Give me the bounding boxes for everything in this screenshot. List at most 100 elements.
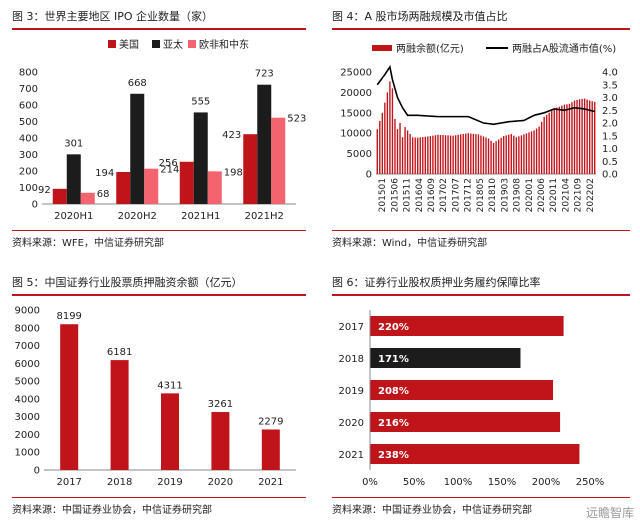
fig3-ytick: 600 [19, 101, 38, 112]
fig3-value-label: 68 [97, 189, 110, 200]
fig4-balance-bar [427, 136, 429, 174]
fig4-balance-bar [571, 102, 573, 174]
fig5-ytick: 0 [34, 466, 40, 477]
fig6-value-label: 220% [378, 322, 409, 333]
fig4-balance-bar [543, 116, 545, 174]
fig4-balance-bar [533, 130, 535, 174]
fig5-value-label: 3261 [208, 399, 233, 410]
fig4-balance-bar [391, 88, 394, 174]
fig4-balance-bar [386, 92, 389, 174]
fig4-ytick-right: 2.0 [602, 119, 618, 130]
fig5-source: 资料来源：中国证券业协会，中信证券研究部 [12, 505, 212, 516]
fig4-balance-bar [381, 112, 384, 174]
fig4-balance-bar [394, 118, 396, 174]
fig5-xtick: 2019 [157, 477, 182, 488]
fig4-balance-bar [497, 139, 500, 174]
fig4-balance-bar [480, 135, 482, 174]
fig6-bar-2017 [370, 316, 564, 336]
fig3-bar-2020H2-1 [130, 93, 145, 204]
fig4-xtick: 201506 [390, 178, 400, 213]
fig3-value-label: 668 [128, 78, 147, 89]
fig5-bar-2017 [60, 324, 79, 470]
fig4-xtick: 202202 [586, 178, 596, 212]
fig4-balance-bar [462, 134, 464, 174]
fig4-balance-bar [558, 106, 561, 174]
fig3-value-label: 256 [159, 158, 178, 169]
fig3-ytick: 300 [19, 150, 38, 161]
fig6-value-label: 208% [378, 386, 409, 397]
fig4-balance-bar [434, 135, 437, 174]
fig5-ytick: 8000 [15, 323, 40, 334]
fig3-title-rule [12, 28, 306, 30]
fig6-bar-2019 [370, 380, 554, 400]
fig6-value-label: 238% [378, 450, 409, 461]
fig4-xtick: 201805 [476, 178, 486, 212]
fig4-balance-bar [417, 137, 419, 174]
fig6-xtick: 100% [444, 477, 473, 488]
fig4-balance-bar [566, 104, 568, 174]
fig4-balance-bar [503, 136, 505, 174]
fig5-ytick: 7000 [15, 341, 40, 352]
fig4-balance-bar [467, 133, 469, 174]
fig5-title-rule [12, 294, 306, 296]
fig3-value-label: 301 [64, 138, 83, 149]
fig4-chart: 两融余额(亿元) 两融占A股流通市值(%) 0 5000 10000 15000 20000… [340, 42, 618, 213]
fig4-legend-label-bar: 两融余额(亿元) [396, 42, 464, 55]
fig4-ytick-left: 25000 [340, 68, 372, 79]
fig4-xtick: 201903 [500, 178, 510, 212]
fig4-ytick-right: 1.0 [602, 144, 618, 155]
fig5-ytick: 5000 [15, 377, 40, 388]
fig3-legend-label-2: 欧非和中东 [199, 38, 249, 51]
fig6-bar-2021 [370, 444, 580, 464]
fig4-balance-bar [487, 138, 490, 174]
fig4-balance-bar [573, 100, 576, 174]
fig4-ytick-left: 10000 [340, 129, 372, 140]
fig4-balance-bar [406, 130, 409, 174]
fig6-ytick: 2021 [339, 450, 364, 461]
fig6-xtick: 0% [362, 477, 378, 488]
fig4-balance-bar [457, 134, 459, 174]
fig4-source: 资料来源：Wind，中信证券研究部 [332, 238, 488, 249]
fig6-ytick: 2019 [339, 386, 364, 397]
fig4-xtick: 201604 [415, 178, 425, 213]
fig6-source: 资料来源：中国证券业协会，中信证券研究部 [332, 505, 532, 516]
fig4-balance-bar [530, 131, 533, 174]
fig5-xtick: 2017 [56, 477, 81, 488]
fig4-balance-bar [376, 129, 378, 174]
fig5-value-label: 8199 [56, 311, 81, 322]
fig4-balance-bar [472, 133, 475, 174]
fig3-legend-swatch-1 [152, 40, 160, 48]
fig6-panel: 图 6：证券行业股权质押业务履约保障比率 220% 2017 171% 2018 208… [332, 274, 630, 522]
fig4-balance-bar [419, 137, 421, 174]
fig3-ytick: 100 [19, 183, 38, 194]
fig5-ytick: 4000 [15, 394, 40, 405]
fig3-legend-swatch-0 [108, 40, 116, 48]
fig4-ytick-right: 3.5 [602, 80, 618, 91]
fig4-balance-bar [563, 104, 566, 174]
fig4-balance-bar [508, 134, 510, 174]
fig4-balance-bar [465, 133, 467, 174]
fig4-balance-bar [513, 135, 515, 174]
fig4-balance-bar [432, 135, 434, 174]
fig4-balance-bar [586, 99, 588, 174]
fig6-title: 图 6：证券行业股权质押业务履约保障比率 [332, 276, 541, 289]
fig4-balance-bar [583, 98, 586, 174]
fig4-balance-bar [411, 137, 414, 174]
fig6-chart: 220% 2017 171% 2018 208% 2019 216% 2020 238% 2021… [339, 310, 604, 488]
fig3-xtick: 2021H2 [245, 211, 284, 222]
fig4-xtick: 201609 [427, 178, 437, 213]
fig5-ytick: 6000 [15, 359, 40, 370]
fig4-balance-bar [447, 135, 449, 174]
fig4-ratio-line [376, 64, 595, 126]
fig6-value-label: 171% [378, 354, 409, 365]
fig5-bar-2018 [110, 360, 129, 470]
fig6-ytick: 2017 [339, 322, 364, 333]
fig4-balance-bar [477, 134, 480, 174]
fig4-balance-bar [591, 101, 593, 174]
fig4-balance-bar [538, 126, 540, 174]
fig4-ytick-right: 2.5 [602, 106, 618, 117]
fig5-value-label: 2279 [258, 416, 283, 427]
fig3-value-label: 555 [191, 96, 210, 107]
fig4-balance-bar [442, 135, 444, 174]
fig5-xtick: 2018 [107, 477, 132, 488]
